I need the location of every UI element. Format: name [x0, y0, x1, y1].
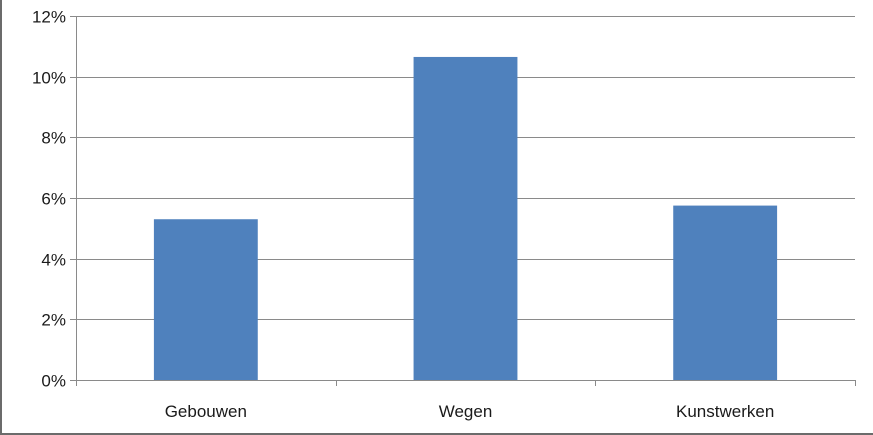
y-tick-label: 10%	[32, 69, 66, 88]
bars	[153, 56, 778, 380]
axes	[70, 16, 856, 386]
x-tick-label: Kunstwerken	[676, 402, 774, 421]
labels: 0% 2% 4% 6% 8% 10% 12% Gebouwen Wegen Kunstwerken	[32, 8, 774, 422]
y-tick-label: 2%	[41, 311, 66, 330]
x-tick-label: Wegen	[439, 402, 493, 421]
y-tick-label: 12%	[32, 8, 66, 27]
y-tick-label: 6%	[41, 190, 66, 209]
y-tick-label: 4%	[41, 251, 66, 270]
bar-gebouwen	[153, 219, 258, 380]
x-tick-label: Gebouwen	[165, 402, 247, 421]
y-tick-label: 8%	[41, 129, 66, 148]
bar-kunstwerken	[673, 205, 778, 380]
bar-wegen	[413, 56, 518, 380]
y-tick-label: 0%	[41, 372, 66, 391]
